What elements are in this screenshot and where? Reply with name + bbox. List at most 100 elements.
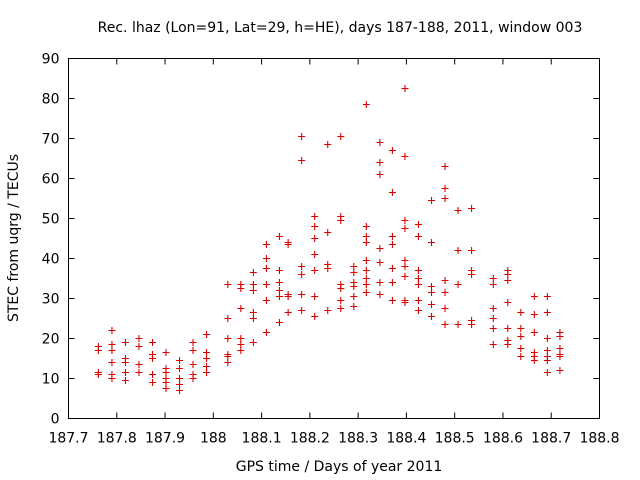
data-point xyxy=(337,133,345,140)
x-tick-label: 188.5 xyxy=(435,431,475,447)
data-point xyxy=(454,207,462,214)
data-point xyxy=(237,305,245,312)
x-tick-label: 188.3 xyxy=(338,431,378,447)
data-point xyxy=(428,283,436,290)
x-tick-label: 187.8 xyxy=(97,431,137,447)
data-point xyxy=(517,333,525,340)
data-point xyxy=(224,351,232,358)
data-point xyxy=(362,101,370,108)
data-point xyxy=(189,361,197,368)
data-point xyxy=(121,369,129,376)
data-point xyxy=(203,363,211,370)
data-point xyxy=(504,267,512,274)
data-point xyxy=(362,281,370,288)
data-point xyxy=(543,293,551,300)
data-point xyxy=(298,291,306,298)
data-point xyxy=(176,387,184,394)
data-point xyxy=(441,289,449,296)
data-point xyxy=(454,281,462,288)
y-tick-label: 90 xyxy=(42,52,60,68)
data-point xyxy=(428,301,436,308)
data-point xyxy=(530,293,538,300)
y-tick-label: 40 xyxy=(42,252,60,268)
data-point xyxy=(376,171,384,178)
data-point xyxy=(414,275,422,282)
data-point xyxy=(311,313,319,320)
data-point xyxy=(517,345,525,352)
data-point xyxy=(176,381,184,388)
data-point xyxy=(543,309,551,316)
data-point xyxy=(401,217,409,224)
data-point xyxy=(504,337,512,344)
data-point xyxy=(237,281,245,288)
x-axis-label: GPS time / Days of year 2011 xyxy=(236,459,443,475)
data-point xyxy=(324,261,332,268)
data-point xyxy=(414,307,422,314)
data-point xyxy=(388,297,396,304)
data-point xyxy=(284,309,292,316)
data-point xyxy=(337,297,345,304)
data-point xyxy=(249,309,257,316)
data-point xyxy=(556,345,564,352)
data-point xyxy=(324,141,332,148)
data-point xyxy=(203,349,211,356)
data-point xyxy=(237,341,245,348)
data-point xyxy=(362,289,370,296)
data-point xyxy=(275,233,283,240)
data-point xyxy=(311,293,319,300)
data-point xyxy=(337,305,345,312)
y-tick-label: 60 xyxy=(42,172,60,188)
data-point xyxy=(401,297,409,304)
data-point xyxy=(468,205,476,212)
data-point xyxy=(203,355,211,362)
y-tick-label: 50 xyxy=(42,212,60,228)
data-point xyxy=(362,233,370,240)
data-point xyxy=(468,317,476,324)
data-point xyxy=(237,335,245,342)
data-point xyxy=(249,269,257,276)
data-point xyxy=(224,335,232,342)
data-point xyxy=(388,189,396,196)
data-point xyxy=(543,335,551,342)
data-point xyxy=(94,343,102,350)
data-point xyxy=(249,281,257,288)
plot-frame xyxy=(68,58,600,419)
data-point xyxy=(298,157,306,164)
data-point xyxy=(489,315,497,322)
data-point xyxy=(108,359,116,366)
data-point xyxy=(311,251,319,258)
data-point xyxy=(298,307,306,314)
data-point xyxy=(556,351,564,358)
x-tick-label: 187.7 xyxy=(48,431,88,447)
data-point xyxy=(176,365,184,372)
x-tick-label: 188.4 xyxy=(386,431,426,447)
data-point xyxy=(441,305,449,312)
data-point xyxy=(414,233,422,240)
x-tick-label: 188 xyxy=(200,431,227,447)
data-point xyxy=(556,329,564,336)
data-point xyxy=(224,315,232,322)
data-point xyxy=(121,339,129,346)
data-point xyxy=(350,293,358,300)
data-point xyxy=(162,365,170,372)
data-point xyxy=(135,369,143,376)
data-point xyxy=(189,339,197,346)
data-point xyxy=(414,281,422,288)
data-point xyxy=(135,335,143,342)
data-point xyxy=(362,275,370,282)
data-point xyxy=(275,279,283,286)
data-point xyxy=(350,279,358,286)
data-point xyxy=(388,279,396,286)
data-point xyxy=(108,327,116,334)
data-point xyxy=(262,241,270,248)
data-point xyxy=(284,239,292,246)
data-point xyxy=(249,287,257,294)
data-point xyxy=(530,311,538,318)
data-point xyxy=(388,265,396,272)
data-point xyxy=(543,347,551,354)
data-point xyxy=(388,147,396,154)
data-point xyxy=(275,267,283,274)
data-point xyxy=(376,245,384,252)
data-point xyxy=(324,307,332,314)
data-point xyxy=(401,225,409,232)
